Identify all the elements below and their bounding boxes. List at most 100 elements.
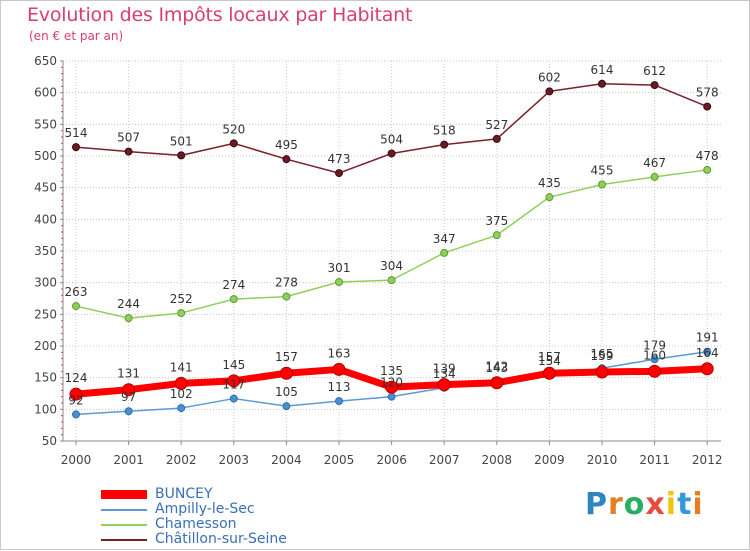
legend: BUNCEY Ampilly-le-Sec Chamesson Châtillon-s… [101,487,287,547]
data-point [227,374,241,388]
y-tick-label: 100 [34,402,57,416]
data-label: 113 [328,380,351,394]
chart-subtitle: (en € et par an) [29,29,124,43]
data-label: 473 [328,152,351,166]
y-tick-label: 350 [34,244,57,258]
data-label: 274 [222,278,245,292]
data-label: 145 [222,358,245,372]
legend-label: Ampilly-le-Sec [155,501,255,517]
logo-letter: x [645,487,666,522]
data-label: 105 [275,385,298,399]
data-point [595,365,609,379]
data-label: 614 [591,63,614,77]
y-tick-label: 550 [34,117,57,131]
data-label: 375 [485,214,508,228]
legend-swatch [101,523,147,526]
data-point [124,314,133,323]
data-label: 179 [643,338,666,352]
data-point [387,276,396,285]
data-label: 301 [328,261,351,275]
data-point [490,376,504,390]
data-label: 347 [433,232,456,246]
data-label: 520 [222,122,245,136]
y-tick-label: 250 [34,307,57,321]
y-tick-label: 150 [34,371,57,385]
data-point [177,309,186,318]
data-point [598,180,606,189]
data-point [650,81,659,90]
data-label: 157 [275,350,298,364]
chart-title: Evolution des Impôts locaux par Habitant [27,4,413,26]
data-label: 504 [380,132,403,146]
x-tick-label: 2006 [376,453,407,467]
legend-label: Châtillon-sur-Seine [155,531,287,547]
x-tick-label: 2003 [219,453,250,467]
data-point [282,292,291,301]
y-tick-label: 400 [34,212,57,226]
y-tick-label: 600 [34,86,57,100]
data-point [545,87,554,96]
y-tick-label: 300 [34,276,57,290]
legend-item: BUNCEY [101,487,287,502]
data-label: 92 [68,393,83,407]
data-point [124,407,133,416]
legend-item: Chamesson [101,517,287,532]
legend-label: Chamesson [155,516,237,532]
data-label: 134 [433,367,456,381]
data-label: 97 [121,390,136,404]
data-point [229,394,238,403]
data-point [229,139,238,148]
x-tick-label: 2012 [692,453,723,467]
data-label: 164 [696,346,719,360]
data-label: 578 [696,86,719,100]
logo-letter: r [608,487,624,522]
data-point [542,366,556,380]
x-tick-label: 2001 [113,453,144,467]
logo-letter: o [623,487,646,522]
data-label: 435 [538,176,561,190]
data-label: 304 [380,259,403,273]
data-point [703,347,712,356]
y-tick-label: 500 [34,149,57,163]
data-label: 252 [170,292,193,306]
data-point [492,134,501,143]
data-point [282,402,291,411]
data-label: 120 [380,376,403,390]
data-point [648,364,662,378]
data-point [335,397,343,406]
x-tick-label: 2008 [482,453,513,467]
logo-letter: i [665,487,678,522]
data-label: 191 [696,331,719,345]
data-point [72,410,80,419]
data-point [72,302,80,311]
data-point [177,404,186,413]
data-point [598,79,606,88]
data-point [387,149,396,158]
data-point [650,172,659,181]
logo-letter: i [692,487,704,522]
data-label: 131 [117,367,140,381]
data-label: 518 [433,124,456,138]
data-label: 514 [65,126,88,140]
legend-item: Châtillon-sur-Seine [101,532,287,547]
data-point [387,392,396,401]
y-tick-label: 50 [42,434,57,448]
data-point [650,355,659,364]
data-point [335,278,343,287]
data-label: 612 [643,64,666,78]
data-label: 495 [275,138,298,152]
data-label: 507 [117,131,140,145]
data-label: 157 [538,350,561,364]
data-label: 165 [591,347,614,361]
data-label: 142 [485,360,508,374]
data-label: 278 [275,276,298,290]
data-point [335,169,343,178]
data-point [229,295,238,304]
data-label: 455 [591,164,614,178]
data-point [545,193,554,202]
data-label: 102 [170,387,193,401]
data-label: 124 [65,371,88,385]
data-label: 263 [65,285,88,299]
x-tick-label: 2005 [324,453,355,467]
